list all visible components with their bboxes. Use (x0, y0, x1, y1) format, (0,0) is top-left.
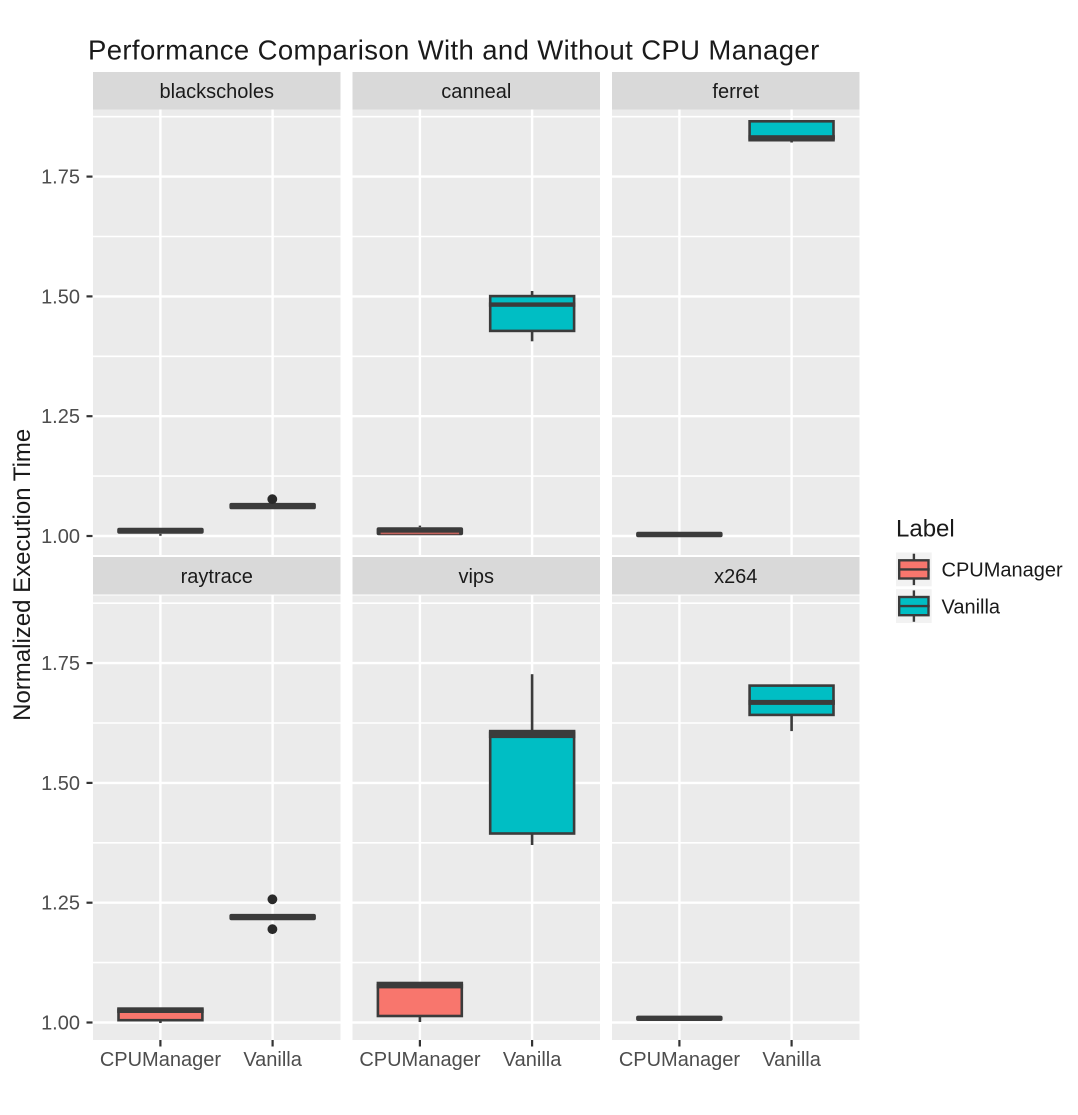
svg-text:vips: vips (458, 566, 494, 588)
svg-text:Vanilla: Vanilla (762, 1049, 821, 1071)
svg-text:ferret: ferret (712, 81, 759, 103)
svg-text:Normalized Execution Time: Normalized Execution Time (9, 429, 36, 721)
svg-text:1.25: 1.25 (41, 893, 80, 915)
svg-text:1.00: 1.00 (41, 526, 80, 548)
svg-text:1.75: 1.75 (41, 167, 80, 189)
svg-text:Vanilla: Vanilla (503, 1049, 562, 1071)
svg-text:Vanilla: Vanilla (243, 1049, 302, 1071)
svg-text:1.25: 1.25 (41, 406, 80, 428)
svg-text:1.00: 1.00 (41, 1013, 80, 1035)
svg-text:CPUManager: CPUManager (100, 1049, 222, 1071)
svg-text:raytrace: raytrace (181, 566, 253, 588)
svg-text:1.50: 1.50 (41, 286, 80, 308)
svg-text:x264: x264 (714, 566, 757, 588)
svg-text:1.50: 1.50 (41, 773, 80, 795)
svg-text:CPUManager: CPUManager (619, 1049, 741, 1071)
svg-text:1.75: 1.75 (41, 653, 80, 675)
svg-text:Performance Comparison With an: Performance Comparison With and Without … (88, 35, 820, 66)
svg-text:CPUManager: CPUManager (942, 560, 1064, 582)
svg-text:CPUManager: CPUManager (359, 1049, 481, 1071)
svg-text:blackscholes: blackscholes (159, 81, 274, 103)
svg-text:Label: Label (896, 516, 955, 543)
svg-text:Vanilla: Vanilla (942, 596, 1001, 618)
svg-text:canneal: canneal (441, 81, 511, 103)
